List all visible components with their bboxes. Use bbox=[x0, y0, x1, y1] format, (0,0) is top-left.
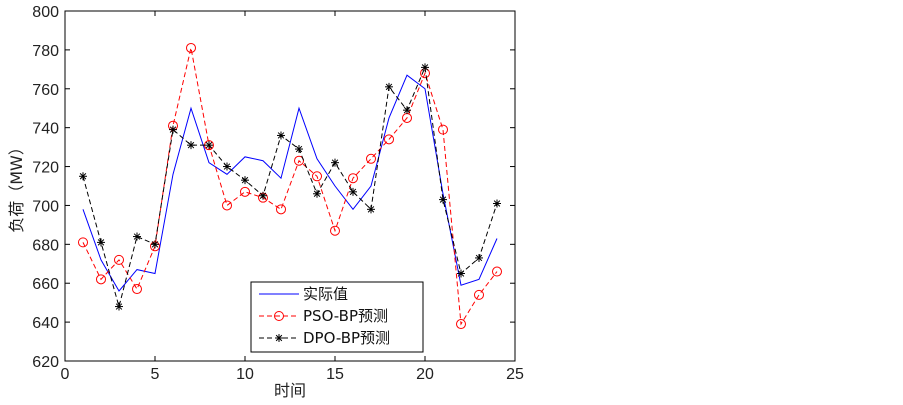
series-2 bbox=[79, 63, 501, 311]
x-tick-label: 10 bbox=[236, 366, 254, 383]
data-point bbox=[259, 191, 267, 200]
data-point bbox=[151, 240, 159, 249]
x-tick-label: 15 bbox=[326, 366, 344, 383]
legend-item: PSO-BP预测 bbox=[259, 307, 388, 325]
data-point bbox=[276, 204, 286, 215]
legend: 实际值 PSO-BP预测 DPO-BP预测 bbox=[250, 281, 424, 353]
legend-label: PSO-BP预测 bbox=[303, 307, 388, 325]
x-tick-label: 25 bbox=[506, 366, 524, 383]
y-tick-label: 620 bbox=[32, 354, 59, 371]
series-0 bbox=[82, 74, 498, 292]
data-point bbox=[240, 186, 250, 197]
ticks-layer: 0 5 10 15 20 25 620 640 660 680 700 720 740 760 780 800 bbox=[32, 4, 524, 383]
legend-label: 实际值 bbox=[303, 285, 348, 303]
series-layer bbox=[78, 42, 502, 330]
data-point bbox=[222, 200, 232, 211]
y-tick-label: 740 bbox=[32, 121, 59, 138]
series-line-1 bbox=[82, 47, 498, 326]
data-point bbox=[474, 289, 484, 300]
data-point bbox=[384, 134, 394, 145]
data-point bbox=[241, 176, 249, 185]
data-point bbox=[366, 153, 376, 164]
data-point bbox=[331, 158, 339, 167]
x-tick-label: 20 bbox=[416, 366, 434, 383]
data-point bbox=[78, 237, 88, 248]
data-point bbox=[186, 42, 196, 53]
data-point bbox=[456, 319, 466, 330]
data-point bbox=[312, 171, 322, 182]
data-point bbox=[115, 302, 123, 311]
data-point bbox=[133, 232, 141, 241]
legend-marker bbox=[275, 334, 283, 342]
data-point bbox=[385, 82, 393, 91]
data-point bbox=[132, 284, 142, 295]
data-point bbox=[313, 189, 321, 198]
data-point bbox=[457, 269, 465, 278]
x-tick-label: 5 bbox=[151, 366, 160, 383]
data-point bbox=[114, 254, 124, 265]
data-point bbox=[349, 187, 357, 196]
data-point bbox=[96, 274, 106, 285]
data-point bbox=[277, 131, 285, 140]
legend-item: DPO-BP预测 bbox=[259, 329, 390, 347]
data-point bbox=[79, 172, 87, 181]
data-point bbox=[187, 141, 195, 150]
data-point bbox=[97, 238, 105, 247]
x-tick-label: 0 bbox=[61, 366, 70, 383]
data-point bbox=[330, 225, 340, 236]
data-point bbox=[294, 155, 304, 166]
y-tick-label: 760 bbox=[32, 82, 59, 99]
y-tick-label: 780 bbox=[32, 43, 59, 60]
data-point bbox=[403, 106, 411, 115]
data-point bbox=[223, 162, 231, 171]
y-axis-label: 负荷（MW） bbox=[7, 139, 26, 233]
y-tick-label: 660 bbox=[32, 276, 59, 293]
legend-item: 实际值 bbox=[259, 285, 348, 303]
data-point bbox=[439, 195, 447, 204]
data-point bbox=[205, 141, 213, 150]
data-point bbox=[295, 145, 303, 154]
y-tick-label: 800 bbox=[32, 4, 59, 21]
legend-label: DPO-BP预测 bbox=[303, 329, 390, 347]
data-point bbox=[475, 253, 483, 262]
series-line-0 bbox=[82, 74, 498, 292]
data-point bbox=[492, 266, 502, 277]
data-point bbox=[438, 124, 448, 135]
legend-marker bbox=[274, 311, 284, 321]
y-tick-label: 720 bbox=[32, 160, 59, 177]
y-tick-label: 680 bbox=[32, 237, 59, 254]
y-tick-label: 640 bbox=[32, 315, 59, 332]
y-tick-label: 700 bbox=[32, 198, 59, 215]
data-point bbox=[348, 173, 358, 184]
data-point bbox=[367, 205, 375, 214]
data-point bbox=[493, 199, 501, 208]
data-point bbox=[169, 125, 177, 134]
x-axis-label: 时间 bbox=[274, 381, 306, 400]
data-point bbox=[421, 63, 429, 72]
